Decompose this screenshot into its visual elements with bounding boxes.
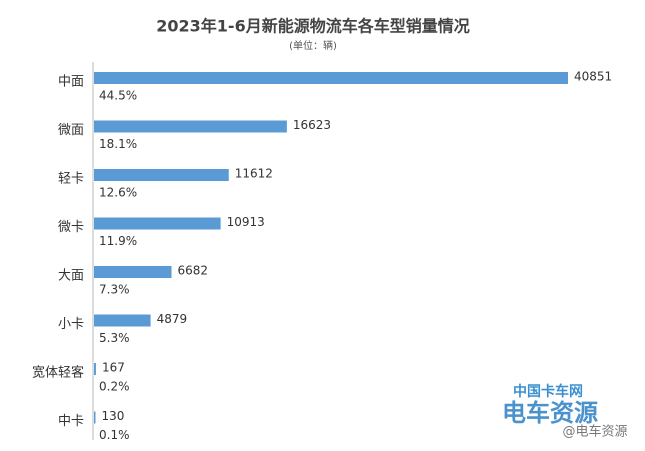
y-tick-label: 大面 xyxy=(58,269,84,284)
watermark: 中国卡车网 xyxy=(513,383,583,400)
value-label: 16623 xyxy=(293,118,331,132)
y-tick-label: 微卡 xyxy=(58,220,84,235)
value-label: 11612 xyxy=(235,167,273,181)
y-tick-label: 微面 xyxy=(58,123,84,138)
value-label: 4879 xyxy=(157,312,188,326)
watermark: 电车资源 xyxy=(502,399,598,427)
bar xyxy=(94,363,96,375)
bar xyxy=(94,120,287,133)
y-tick-label: 宽体轻客 xyxy=(32,365,84,381)
share-label: 18.1% xyxy=(99,137,137,151)
bar xyxy=(94,169,229,181)
bar xyxy=(94,411,96,424)
share-label: 5.3% xyxy=(99,331,130,345)
y-tick-label: 中卡 xyxy=(58,414,84,429)
y-tick-label: 轻卡 xyxy=(58,172,84,187)
value-label: 10913 xyxy=(227,215,265,229)
share-label: 0.1% xyxy=(99,428,130,442)
watermark: @电车资源 xyxy=(562,424,627,440)
bar xyxy=(94,217,221,230)
bar xyxy=(94,72,568,84)
share-label: 11.9% xyxy=(99,234,137,248)
share-label: 0.2% xyxy=(99,380,130,394)
chart-title: 2023年1-6月新能源物流车各车型销量情况 xyxy=(156,17,469,36)
share-label: 44.5% xyxy=(99,89,137,103)
value-label: 130 xyxy=(102,409,125,423)
bar xyxy=(94,266,172,278)
value-label: 167 xyxy=(102,361,125,375)
value-label: 40851 xyxy=(574,70,612,84)
bar xyxy=(94,314,151,327)
y-tick-label: 小卡 xyxy=(58,317,84,332)
value-label: 6682 xyxy=(178,264,209,278)
share-label: 7.3% xyxy=(99,283,130,297)
y-tick-label: 中面 xyxy=(58,75,84,90)
share-label: 12.6% xyxy=(99,186,137,200)
chart-subtitle: (单位：辆) xyxy=(289,39,337,52)
